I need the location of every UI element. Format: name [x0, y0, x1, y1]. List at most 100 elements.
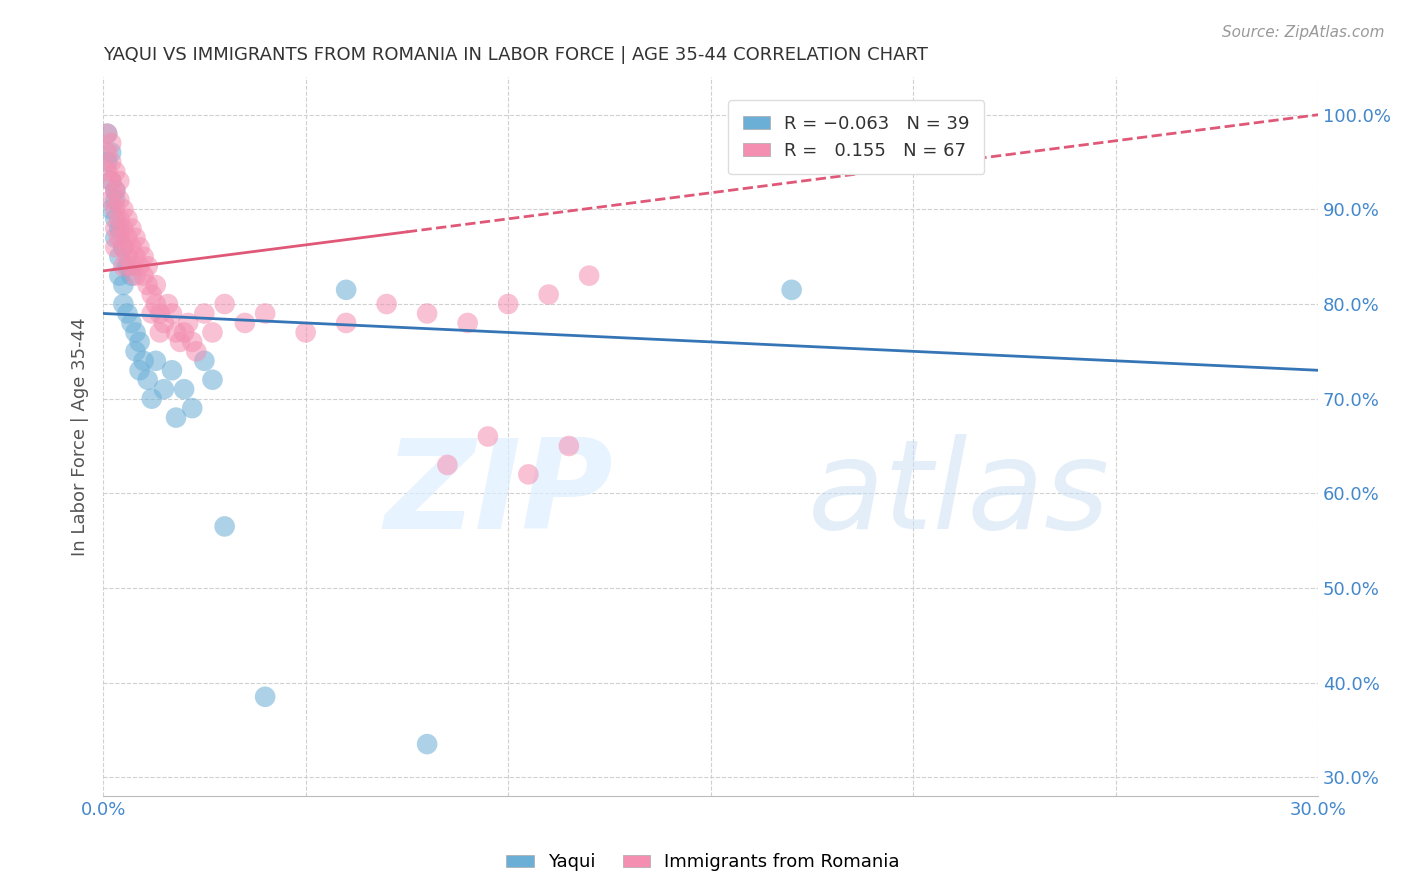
Point — [121, 268, 143, 283]
Text: Source: ZipAtlas.com: Source: ZipAtlas.com — [1222, 25, 1385, 40]
Point — [104, 184, 127, 198]
Point — [153, 382, 176, 396]
Point — [165, 410, 187, 425]
Point — [100, 145, 122, 160]
Point — [128, 334, 150, 349]
Point — [112, 240, 135, 254]
Y-axis label: In Labor Force | Age 35-44: In Labor Force | Age 35-44 — [72, 318, 89, 556]
Point — [457, 316, 479, 330]
Point — [104, 202, 127, 217]
Point — [186, 344, 208, 359]
Point — [112, 259, 135, 273]
Point — [108, 211, 131, 226]
Point — [104, 231, 127, 245]
Point — [104, 211, 127, 226]
Point — [436, 458, 458, 472]
Point — [108, 231, 131, 245]
Point — [124, 268, 146, 283]
Point — [96, 164, 118, 178]
Point — [156, 297, 179, 311]
Point — [145, 278, 167, 293]
Point — [128, 240, 150, 254]
Point — [149, 326, 172, 340]
Point — [117, 306, 139, 320]
Point — [132, 268, 155, 283]
Point — [96, 145, 118, 160]
Point — [153, 316, 176, 330]
Point — [177, 316, 200, 330]
Point — [108, 174, 131, 188]
Point — [165, 326, 187, 340]
Point — [149, 306, 172, 320]
Point — [375, 297, 398, 311]
Point — [100, 136, 122, 150]
Text: atlas: atlas — [808, 434, 1109, 555]
Point — [104, 184, 127, 198]
Point — [294, 326, 316, 340]
Point — [128, 363, 150, 377]
Point — [335, 283, 357, 297]
Point — [173, 326, 195, 340]
Point — [141, 287, 163, 301]
Point — [100, 155, 122, 169]
Point — [416, 306, 439, 320]
Point — [141, 392, 163, 406]
Point — [108, 268, 131, 283]
Legend: Yaqui, Immigrants from Romania: Yaqui, Immigrants from Romania — [499, 847, 907, 879]
Point — [108, 221, 131, 235]
Point — [104, 240, 127, 254]
Point — [100, 174, 122, 188]
Point — [578, 268, 600, 283]
Point — [124, 250, 146, 264]
Point — [96, 127, 118, 141]
Point — [136, 373, 159, 387]
Legend: R = −0.063   N = 39, R =   0.155   N = 67: R = −0.063 N = 39, R = 0.155 N = 67 — [728, 100, 984, 174]
Point — [128, 259, 150, 273]
Point — [193, 306, 215, 320]
Point — [181, 334, 204, 349]
Point — [477, 429, 499, 443]
Text: YAQUI VS IMMIGRANTS FROM ROMANIA IN LABOR FORCE | AGE 35-44 CORRELATION CHART: YAQUI VS IMMIGRANTS FROM ROMANIA IN LABO… — [103, 46, 928, 64]
Point — [496, 297, 519, 311]
Point — [136, 259, 159, 273]
Point — [112, 297, 135, 311]
Point — [108, 250, 131, 264]
Point — [104, 164, 127, 178]
Point — [96, 155, 118, 169]
Point — [108, 193, 131, 207]
Point — [416, 737, 439, 751]
Point — [117, 250, 139, 264]
Point — [233, 316, 256, 330]
Point — [104, 221, 127, 235]
Point — [124, 231, 146, 245]
Point — [181, 401, 204, 416]
Point — [132, 250, 155, 264]
Point — [141, 306, 163, 320]
Point — [100, 174, 122, 188]
Point — [145, 297, 167, 311]
Point — [254, 306, 277, 320]
Point — [173, 382, 195, 396]
Point — [136, 278, 159, 293]
Point — [112, 278, 135, 293]
Point — [100, 202, 122, 217]
Point — [214, 297, 236, 311]
Text: ZIP: ZIP — [385, 434, 613, 555]
Point — [117, 211, 139, 226]
Point — [145, 353, 167, 368]
Point — [201, 373, 224, 387]
Point — [335, 316, 357, 330]
Point — [100, 193, 122, 207]
Point — [517, 467, 540, 482]
Point — [780, 283, 803, 297]
Point — [96, 127, 118, 141]
Point — [112, 221, 135, 235]
Point — [121, 259, 143, 273]
Point — [214, 519, 236, 533]
Point — [121, 240, 143, 254]
Point — [124, 344, 146, 359]
Point — [193, 353, 215, 368]
Point — [117, 259, 139, 273]
Point — [537, 287, 560, 301]
Point — [132, 353, 155, 368]
